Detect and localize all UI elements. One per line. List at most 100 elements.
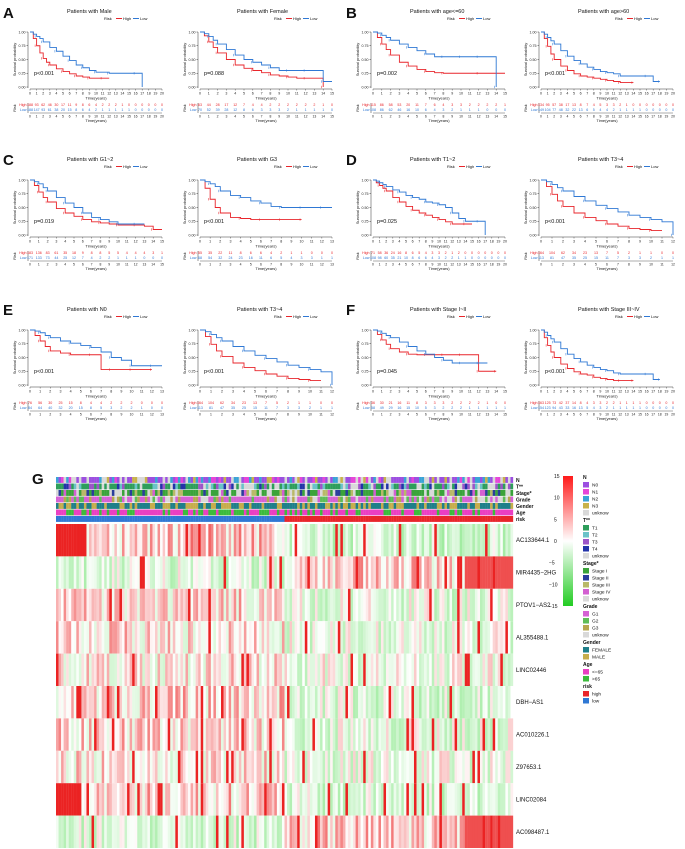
km-table-high-cell: 1	[301, 251, 303, 255]
km-table-low-cell: 5	[280, 256, 282, 260]
heatmap-cell	[162, 815, 166, 848]
heatmap-cell	[122, 556, 125, 589]
heatmap-cell	[401, 653, 404, 686]
annotation-cell	[180, 516, 184, 522]
km-table-low-cell: 33	[565, 406, 569, 410]
annotation-cell	[83, 477, 87, 483]
heatmap-cell	[73, 815, 77, 848]
km-table-x-axis-label: Time(years)	[255, 266, 277, 271]
km-table-x-tick-label: 8	[442, 115, 444, 119]
heatmap-cell	[215, 524, 219, 557]
annotation-cell	[449, 516, 453, 522]
heatmap-cell	[142, 588, 146, 622]
annotation-cell	[210, 509, 214, 516]
annotation-cell	[388, 496, 392, 503]
km-p-value: p<0.001	[545, 71, 565, 77]
annotation-cell	[292, 490, 295, 496]
annotation-cell	[396, 483, 399, 490]
annotation-cell	[243, 483, 247, 490]
km-legend-title: Risk	[274, 164, 282, 169]
annotation-cell	[497, 477, 501, 483]
annotation-cell	[61, 490, 64, 496]
km-table-x-tick-label: 3	[398, 115, 400, 119]
annotation-cell	[408, 503, 412, 509]
annotation-cell	[332, 490, 336, 496]
km-table-x-tick-label: 2	[47, 263, 49, 267]
heatmap-cell	[363, 686, 366, 719]
heatmap-cell	[236, 783, 239, 816]
km-table-high-cell: 3	[613, 103, 615, 107]
annotation-cell	[497, 490, 501, 496]
km-table-high-cell: 8	[580, 103, 582, 107]
annotation-cell	[198, 477, 201, 483]
annotation-cell	[279, 496, 283, 503]
km-table-low-cell: 1	[115, 108, 117, 112]
km-table-x-tick-label: 0	[540, 413, 542, 417]
km-table-high-cell: 0	[320, 401, 322, 405]
annotation-cell	[139, 509, 143, 516]
annotation-cell	[411, 477, 415, 483]
annotation-cell	[444, 490, 448, 496]
annotation-cell	[210, 477, 214, 483]
km-x-tick-label: 8	[110, 390, 112, 394]
heatmap-cell	[61, 621, 64, 654]
heatmap-cell	[94, 621, 97, 654]
heatmap-cell	[228, 653, 232, 686]
km-x-tick-label: 4	[240, 240, 242, 244]
annotation-cell	[182, 509, 186, 516]
km-y-tick-label: 0.75	[189, 192, 196, 196]
annotation-cell	[441, 477, 445, 483]
km-table-low-cell: 1	[128, 108, 130, 112]
legend-item-label: T2	[592, 533, 598, 539]
heatmap-cell	[398, 653, 402, 686]
annotation-cell	[452, 509, 455, 516]
km-table-high-cell: 0	[659, 103, 661, 107]
annotation-cell	[462, 483, 465, 490]
heatmap-cell	[139, 556, 143, 589]
annotation-cell	[317, 490, 321, 496]
annotation-cell	[185, 483, 189, 490]
heatmap-cell	[396, 588, 399, 622]
heatmap-cell	[347, 621, 351, 654]
km-x-tick-label: 10	[130, 390, 134, 394]
annotation-cell	[368, 496, 371, 503]
heatmap-cell	[365, 556, 369, 589]
km-table-high-cell: 2	[287, 401, 289, 405]
heatmap-cell	[380, 524, 384, 557]
annotation-cell	[495, 490, 498, 496]
heatmap-cell	[167, 556, 171, 589]
annotation-cell	[238, 496, 242, 503]
km-table-low-cell: 8	[243, 108, 245, 112]
heatmap-cell	[292, 686, 295, 719]
km-table-x-tick-label: 1	[209, 263, 211, 267]
legend-title: Grade	[583, 604, 598, 610]
legend-swatch	[583, 482, 589, 488]
km-table-x-tick-label: 17	[651, 115, 655, 119]
heatmap-cell	[340, 524, 344, 557]
heatmap-cell	[383, 621, 387, 654]
km-x-axis-label: Time(years)	[596, 394, 618, 399]
annotation-cell	[274, 483, 278, 490]
heatmap-cell	[294, 750, 298, 784]
heatmap-cell	[160, 588, 163, 622]
annotation-cell	[248, 496, 252, 503]
annotation-cell	[119, 477, 123, 483]
km-table-low-cell: 0	[154, 108, 156, 112]
legend-swatch	[583, 532, 589, 538]
km-x-tick-label: 15	[638, 92, 642, 96]
heatmap-cell	[446, 653, 450, 686]
km-table-low-cell: 0	[646, 108, 648, 112]
annotation-cell	[58, 477, 62, 483]
heatmap-cell	[302, 621, 305, 654]
heatmap-cell	[78, 686, 82, 719]
legend-item-label: MALE	[592, 655, 605, 661]
annotation-cell	[330, 477, 333, 483]
heatmap-cell	[342, 588, 346, 622]
km-x-tick-label: 2	[221, 390, 223, 394]
annotation-cell	[228, 496, 232, 503]
annotation-cell	[500, 490, 503, 496]
heatmap-cell	[61, 750, 64, 784]
km-table-high-cell: 6	[260, 251, 262, 255]
heatmap-cell	[452, 556, 455, 589]
annotation-cell	[271, 490, 275, 496]
